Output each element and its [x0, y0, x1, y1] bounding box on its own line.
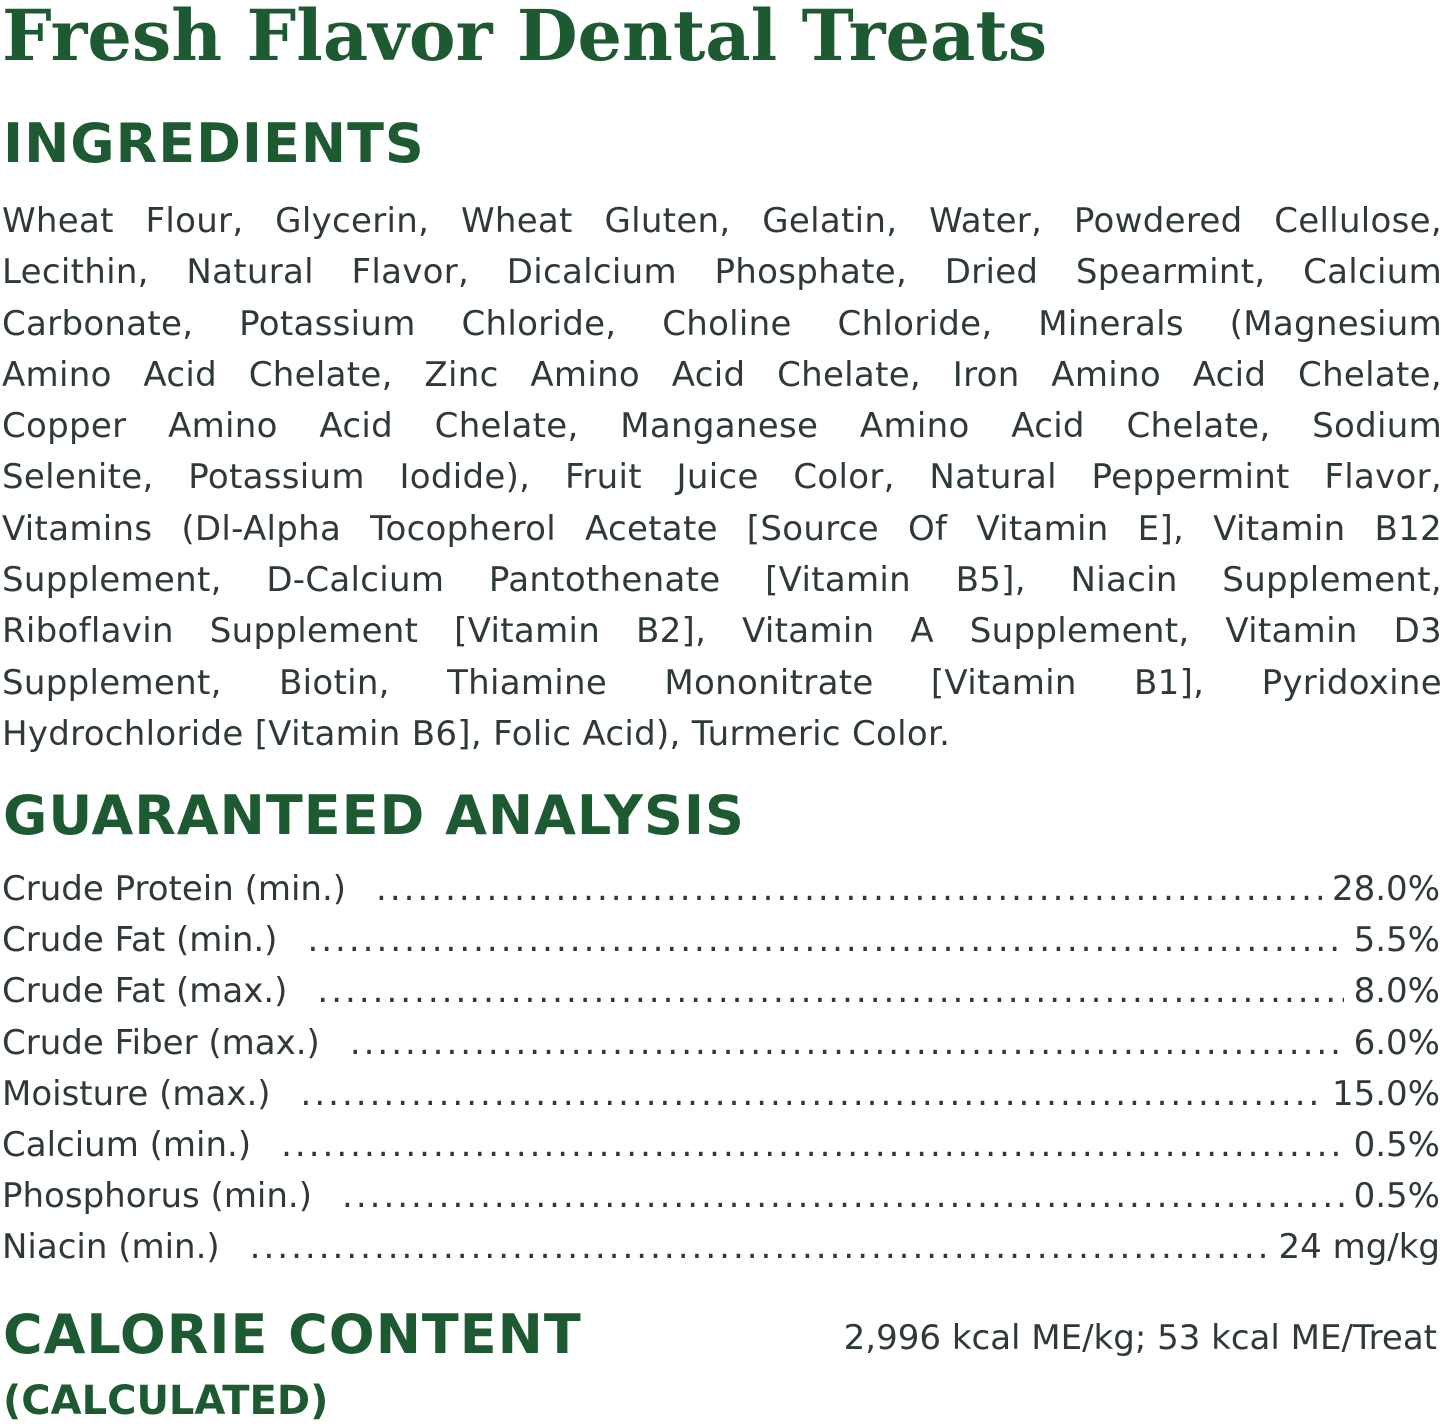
ingredients-line: Lecithin, Natural Flavor, Dicalcium Phos…	[2, 252, 1442, 293]
analysis-value: 24 mg/kg	[1278, 1227, 1441, 1268]
page-title: Fresh Flavor Dental Treats	[2, 0, 1048, 77]
analysis-row: Crude Fiber (max.)......................…	[2, 1018, 1440, 1069]
analysis-label: Calcium (min.)	[2, 1124, 252, 1165]
calorie-content-heading: CALORIE CONTENT	[3, 1303, 582, 1366]
analysis-value: 8.0%	[1353, 971, 1440, 1012]
analysis-value: 28.0%	[1331, 869, 1440, 909]
dot-leader: ........................................…	[300, 1073, 1322, 1114]
analysis-label: Crude Fiber (max.)	[2, 1022, 320, 1063]
calorie-content-subheading: (CALCULATED)	[3, 1378, 329, 1424]
ingredients-line: Carbonate, Potassium Chloride, Choline C…	[2, 303, 1442, 344]
analysis-row: Moisture (max.).........................…	[2, 1069, 1440, 1120]
analysis-label: Niacin (min.)	[2, 1227, 220, 1268]
ingredients-line: Supplement, Biotin, Thiamine Mononitrate…	[2, 662, 1442, 703]
analysis-label: Phosphorus (min.)	[2, 1176, 313, 1217]
analysis-value: 15.0%	[1331, 1073, 1440, 1114]
dot-leader: ........................................…	[249, 1227, 1269, 1268]
analysis-row: Crude Fat (max.)........................…	[2, 966, 1440, 1017]
ingredients-line: Supplement, D-Calcium Pantothenate [Vita…	[2, 560, 1442, 601]
dot-leader: ........................................…	[307, 920, 1344, 961]
analysis-row: Calcium (min.)..........................…	[2, 1120, 1440, 1171]
ingredients-line: Copper Amino Acid Chelate, Manganese Ami…	[2, 406, 1442, 447]
analysis-row: Phosphorus (min.).......................…	[2, 1171, 1440, 1222]
analysis-row: Crude Fat (min.)........................…	[2, 915, 1440, 966]
analysis-row: Niacin (min.)...........................…	[2, 1222, 1440, 1273]
dot-leader: ........................................…	[317, 971, 1344, 1012]
analysis-label: Crude Protein (min.)	[2, 869, 347, 909]
ingredients-line: Amino Acid Chelate, Zinc Amino Acid Chel…	[2, 354, 1442, 395]
analysis-label: Crude Fat (max.)	[2, 971, 288, 1012]
ingredients-line: Vitamins (Dl-Alpha Tocopherol Acetate [S…	[2, 508, 1442, 549]
guaranteed-analysis-heading: GUARANTEED ANALYSIS	[3, 784, 745, 847]
ingredients-line: Riboflavin Supplement [Vitamin B2], Vita…	[2, 611, 1442, 652]
dot-leader: ........................................…	[281, 1124, 1344, 1165]
analysis-label: Moisture (max.)	[2, 1073, 271, 1114]
analysis-table: Crude Protein (min.)....................…	[2, 864, 1440, 1274]
ingredients-heading: INGREDIENTS	[3, 112, 425, 175]
ingredients-line: Hydrochloride [Vitamin B6], Folic Acid),…	[2, 713, 951, 754]
analysis-value: 0.5%	[1353, 1176, 1440, 1217]
dot-leader: ........................................…	[342, 1176, 1344, 1217]
analysis-value: 5.5%	[1353, 920, 1440, 961]
ingredients-list: Wheat Flour, Glycerin, Wheat Gluten, Gel…	[2, 196, 1442, 760]
analysis-value: 6.0%	[1353, 1022, 1440, 1063]
analysis-row: Crude Protein (min.)....................…	[2, 864, 1440, 915]
dot-leader: ........................................…	[349, 1022, 1344, 1063]
ingredients-line: Wheat Flour, Glycerin, Wheat Gluten, Gel…	[2, 201, 1442, 241]
dot-leader: ........................................…	[376, 869, 1322, 909]
ingredients-line: Selenite, Potassium Iodide), Fruit Juice…	[2, 457, 1442, 498]
calorie-content-value: 2,996 kcal ME/kg; 53 kcal ME/Treat	[843, 1318, 1437, 1358]
analysis-label: Crude Fat (min.)	[2, 920, 278, 961]
analysis-value: 0.5%	[1353, 1124, 1440, 1165]
